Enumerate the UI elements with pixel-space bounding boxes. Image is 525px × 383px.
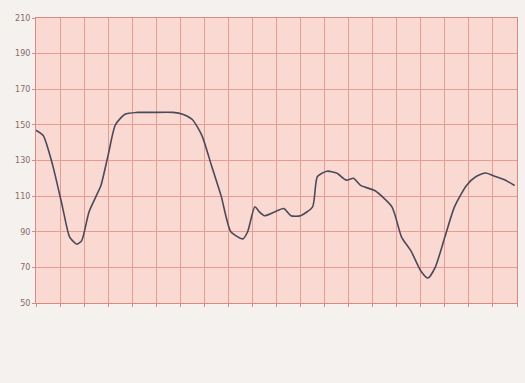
svg-text:90: 90 (20, 228, 30, 237)
svg-text:170: 170 (15, 85, 30, 94)
svg-text:110: 110 (15, 192, 30, 201)
svg-text:190: 190 (15, 49, 30, 58)
svg-text:70: 70 (20, 263, 30, 272)
svg-text:210: 210 (15, 14, 30, 23)
svg-text:130: 130 (15, 156, 30, 165)
svg-text:150: 150 (15, 121, 30, 130)
svg-text:50: 50 (20, 299, 30, 308)
